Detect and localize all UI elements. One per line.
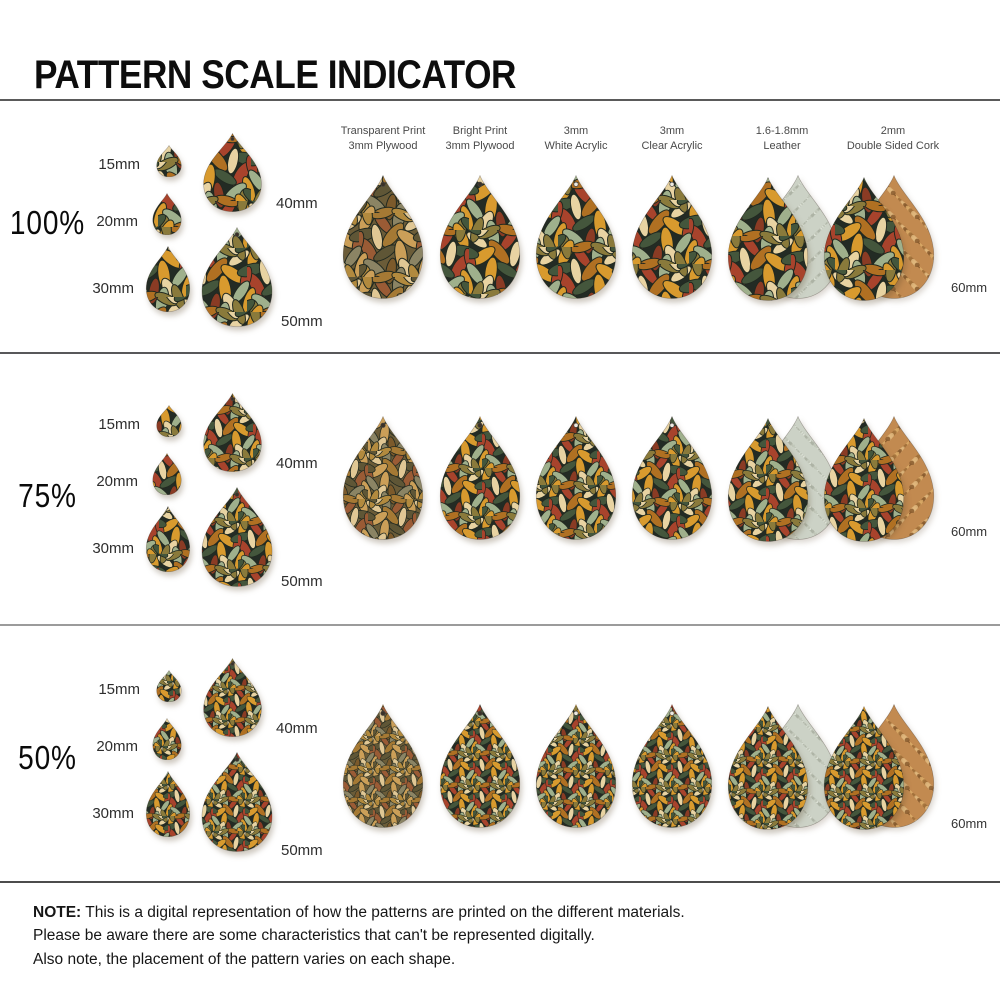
teardrop-sample-15mm: [156, 144, 182, 178]
note-line: This is a digital representation of how …: [85, 904, 685, 921]
teardrop-sample-50mm: [200, 226, 274, 327]
note-line: Please be aware there are some character…: [33, 927, 595, 945]
header-line: 3mm: [563, 125, 589, 137]
header-line: Clear Acrylic: [641, 139, 703, 152]
header-line: Leather: [763, 139, 801, 152]
scale-row-100-percent: 100% 15mm 20mm 30mm 40mm 50mm 60mm: [0, 101, 1000, 352]
teardrop-material-transparent-plywood: [341, 415, 425, 540]
teardrop-material-transparent-plywood: [341, 174, 425, 299]
size-label-30mm: 30mm: [92, 540, 134, 557]
material-header-clear-acrylic: 3mm Clear Acrylic: [587, 124, 757, 154]
teardrop-material-white-acrylic: [534, 703, 618, 828]
size-label-20mm: 20mm: [96, 738, 138, 755]
teardrop-sample-30mm: [145, 770, 191, 838]
size-label-60mm: 60mm: [951, 280, 988, 295]
teardrop-sample-15mm: [156, 669, 182, 703]
material-header-leather: 1.6-1.8mm Leather: [697, 124, 867, 154]
size-label-30mm: 30mm: [92, 280, 134, 297]
size-label-30mm: 30mm: [92, 805, 134, 822]
teardrop-material-bright-plywood: [438, 415, 522, 540]
size-label-60mm: 60mm: [951, 816, 988, 831]
teardrop-sample-30mm: [145, 245, 191, 313]
teardrop-material-white-acrylic: [534, 415, 618, 540]
material-header-transparent-plywood: Transparent Print 3mm Plywood: [298, 124, 468, 154]
divider: [0, 881, 1000, 883]
header-line: 3mm: [659, 125, 685, 137]
note-line: Also note, the placement of the pattern …: [33, 950, 456, 968]
teardrop-sample-30mm: [145, 505, 191, 573]
size-label-20mm: 20mm: [96, 473, 138, 490]
divider: [0, 624, 1000, 626]
percent-label: 50%: [18, 739, 77, 776]
scale-row-50-percent: 50% 15mm 20mm 30mm 40mm 50mm 60mm: [0, 626, 1000, 881]
teardrop-material-bright-plywood: [438, 174, 522, 299]
size-label-50mm: 50mm: [281, 573, 323, 590]
teardrop-sample-40mm: [202, 392, 263, 472]
page-title: PATTERN SCALE INDICATOR: [34, 52, 517, 97]
header-line: 3mm Plywood: [348, 139, 418, 152]
size-label-40mm: 40mm: [276, 455, 318, 472]
teardrop-material-leather-front: [726, 417, 810, 542]
teardrop-material-cork-front: [822, 705, 906, 830]
teardrop-sample-20mm: [152, 452, 182, 496]
size-label-15mm: 15mm: [98, 156, 140, 173]
teardrop-sample-20mm: [152, 717, 182, 761]
size-label-50mm: 50mm: [281, 313, 323, 330]
material-header-bright-plywood: Bright Print 3mm Plywood: [395, 124, 565, 154]
teardrop-material-cork-front: [822, 417, 906, 542]
teardrop-sample-40mm: [202, 657, 263, 737]
size-label-15mm: 15mm: [98, 681, 140, 698]
note-label: NOTE:: [33, 904, 82, 921]
scale-row-75-percent: 75% 15mm 20mm 30mm 40mm 50mm 60mm: [0, 354, 1000, 624]
divider: [0, 99, 1000, 101]
teardrop-sample-50mm: [200, 751, 274, 852]
header-line: White Acrylic: [544, 139, 608, 152]
teardrop-material-clear-acrylic: [630, 703, 714, 828]
divider: [0, 352, 1000, 354]
teardrop-material-bright-plywood: [438, 703, 522, 828]
percent-label: 75%: [18, 477, 77, 514]
header-line: 2mm: [880, 125, 906, 137]
teardrop-material-cork-front: [822, 176, 906, 301]
header-line: 3mm Plywood: [445, 139, 515, 152]
teardrop-sample-15mm: [156, 404, 182, 438]
teardrop-material-leather-front: [726, 705, 810, 830]
teardrop-material-clear-acrylic: [630, 174, 714, 299]
size-label-40mm: 40mm: [276, 720, 318, 737]
teardrop-material-white-acrylic: [534, 174, 618, 299]
header-line: Double Sided Cork: [846, 139, 940, 152]
teardrop-material-leather-front: [726, 176, 810, 301]
size-label-15mm: 15mm: [98, 416, 140, 433]
header-line: 1.6-1.8mm: [755, 125, 809, 137]
teardrop-sample-20mm: [152, 192, 182, 236]
size-label-60mm: 60mm: [951, 524, 988, 539]
material-header-cork: 2mm Double Sided Cork: [808, 124, 978, 154]
header-line: Bright Print: [452, 125, 508, 137]
size-label-50mm: 50mm: [281, 842, 323, 859]
size-label-20mm: 20mm: [96, 213, 138, 230]
size-label-40mm: 40mm: [276, 195, 318, 212]
note: NOTE: This is a digital representation o…: [33, 901, 978, 971]
teardrop-sample-50mm: [200, 486, 274, 587]
teardrop-sample-40mm: [202, 132, 263, 212]
header-line: Transparent Print: [340, 125, 426, 137]
teardrop-material-transparent-plywood: [341, 703, 425, 828]
material-header-white-acrylic: 3mm White Acrylic: [491, 124, 661, 154]
teardrop-material-clear-acrylic: [630, 415, 714, 540]
percent-label: 100%: [9, 204, 86, 241]
